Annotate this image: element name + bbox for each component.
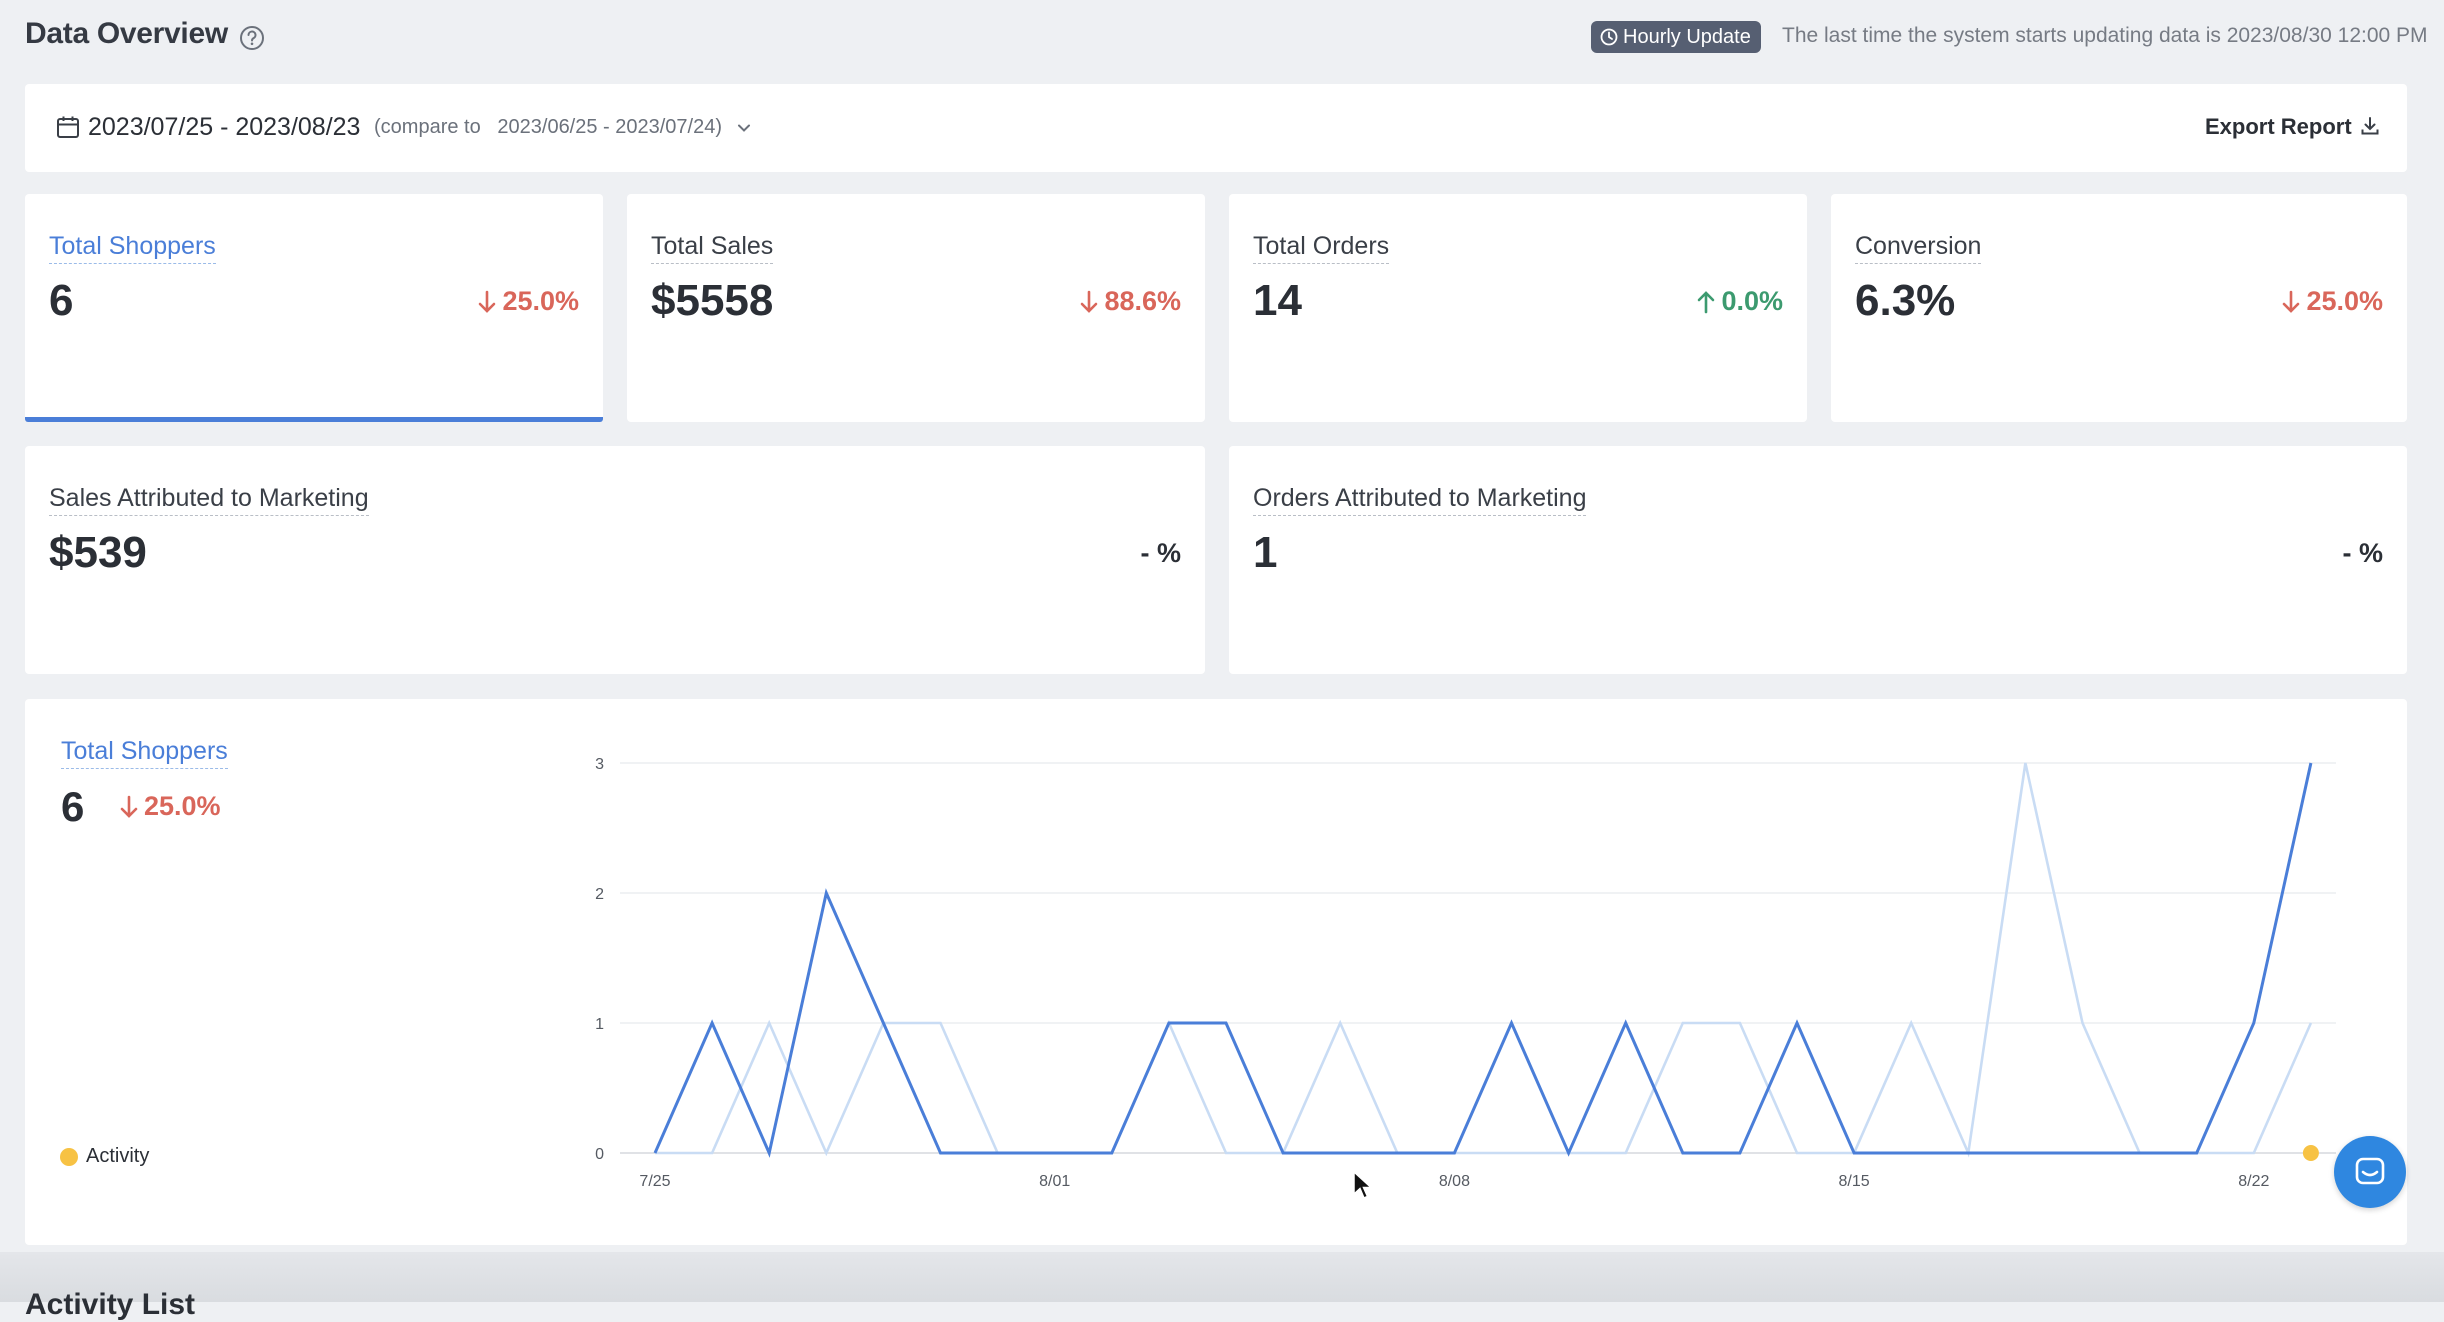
metric-value: $539 <box>49 528 147 577</box>
series-line-previous <box>655 762 2313 1158</box>
metric-delta: 25.0% <box>2280 286 2383 317</box>
metric-label: Conversion <box>1855 232 1982 264</box>
metric-value: 1 <box>1253 528 1278 577</box>
clock-icon <box>1600 28 1618 46</box>
page-bottom <box>0 1252 2444 1302</box>
metric-delta: 88.6% <box>1078 286 1181 317</box>
metric-label: Sales Attributed to Marketing <box>49 484 369 516</box>
hourly-update-badge: Hourly Update <box>1591 21 1761 53</box>
metric-card-orders-attributed[interactable]: Orders Attributed to Marketing 1 - % <box>1229 446 2407 674</box>
chat-support-button[interactable] <box>2334 1136 2406 1208</box>
x-tick-label: 7/25 <box>639 1173 670 1190</box>
y-tick-label: 0 <box>595 1146 604 1163</box>
y-tick-label: 1 <box>595 1016 604 1033</box>
metric-card-total-sales[interactable]: Total Sales $5558 88.6% <box>627 194 1205 422</box>
calendar-icon[interactable] <box>55 114 81 140</box>
badge-label: Hourly Update <box>1623 25 1751 48</box>
metric-label: Total Shoppers <box>49 232 216 264</box>
legend-activity[interactable]: Activity <box>60 1145 149 1168</box>
metric-label: Total Sales <box>651 232 774 264</box>
metric-label: Orders Attributed to Marketing <box>1253 484 1587 516</box>
arrow-down-icon <box>1081 290 1098 313</box>
date-filter-bar <box>25 84 2407 172</box>
chart-metric-delta: 25.0% <box>118 791 221 822</box>
compare-range[interactable]: (compare to 2023/06/25 - 2023/07/24) <box>374 116 722 139</box>
page-title: Data Overview <box>25 17 228 50</box>
metric-delta: - % <box>2342 538 2384 568</box>
arrow-down-icon <box>479 290 496 313</box>
x-tick-label: 8/15 <box>1839 1173 1870 1190</box>
y-tick-label: 3 <box>595 756 604 773</box>
series-line-current <box>653 762 2313 1158</box>
help-icon[interactable] <box>238 24 266 52</box>
metric-label: Total Orders <box>1253 232 1390 264</box>
metric-value: 6 <box>49 276 74 325</box>
active-indicator <box>25 417 603 422</box>
arrow-down-icon <box>2283 290 2300 313</box>
metric-delta: - % <box>1140 538 1182 568</box>
section-title: Activity List <box>25 1288 196 1321</box>
chart-metric-value: 6 <box>61 783 85 830</box>
legend-dot <box>60 1147 78 1166</box>
date-range-selector[interactable]: 2023/07/25 - 2023/08/23 <box>88 113 361 141</box>
metric-delta: 0.0% <box>1695 286 1783 317</box>
x-tick-label: 8/01 <box>1039 1173 1070 1190</box>
last-update-text: The last time the system starts updating… <box>1782 24 2428 47</box>
metric-value: 14 <box>1253 276 1302 325</box>
y-tick-label: 2 <box>595 886 604 903</box>
download-icon[interactable] <box>2359 115 2381 137</box>
compare-prefix: (compare to <box>374 116 481 138</box>
export-report-button[interactable]: Export Report <box>2205 114 2352 139</box>
activity-marker <box>2302 1145 2319 1161</box>
arrow-up-icon <box>1698 290 1715 313</box>
chart-metric-label[interactable]: Total Shoppers <box>61 737 228 769</box>
metric-delta: 25.0% <box>476 286 579 317</box>
chevron-down-icon[interactable] <box>734 118 754 138</box>
mouse-cursor <box>1353 1170 1373 1199</box>
metric-value: $5558 <box>651 276 774 325</box>
chat-icon <box>2355 1157 2385 1185</box>
metric-card-total-orders[interactable]: Total Orders 14 0.0% <box>1229 194 1807 422</box>
metric-card-total-shoppers[interactable]: Total Shoppers 6 25.0% <box>25 194 603 422</box>
metric-value: 6.3% <box>1855 276 1956 325</box>
arrow-down-icon <box>120 795 138 818</box>
x-tick-label: 8/08 <box>1439 1173 1470 1190</box>
compare-range-value: 2023/06/25 - 2023/07/24) <box>497 116 723 138</box>
metric-card-conversion[interactable]: Conversion 6.3% 25.0% <box>1831 194 2407 422</box>
metric-card-sales-attributed[interactable]: Sales Attributed to Marketing $539 - % <box>25 446 1205 674</box>
x-tick-label: 8/22 <box>2238 1173 2269 1190</box>
